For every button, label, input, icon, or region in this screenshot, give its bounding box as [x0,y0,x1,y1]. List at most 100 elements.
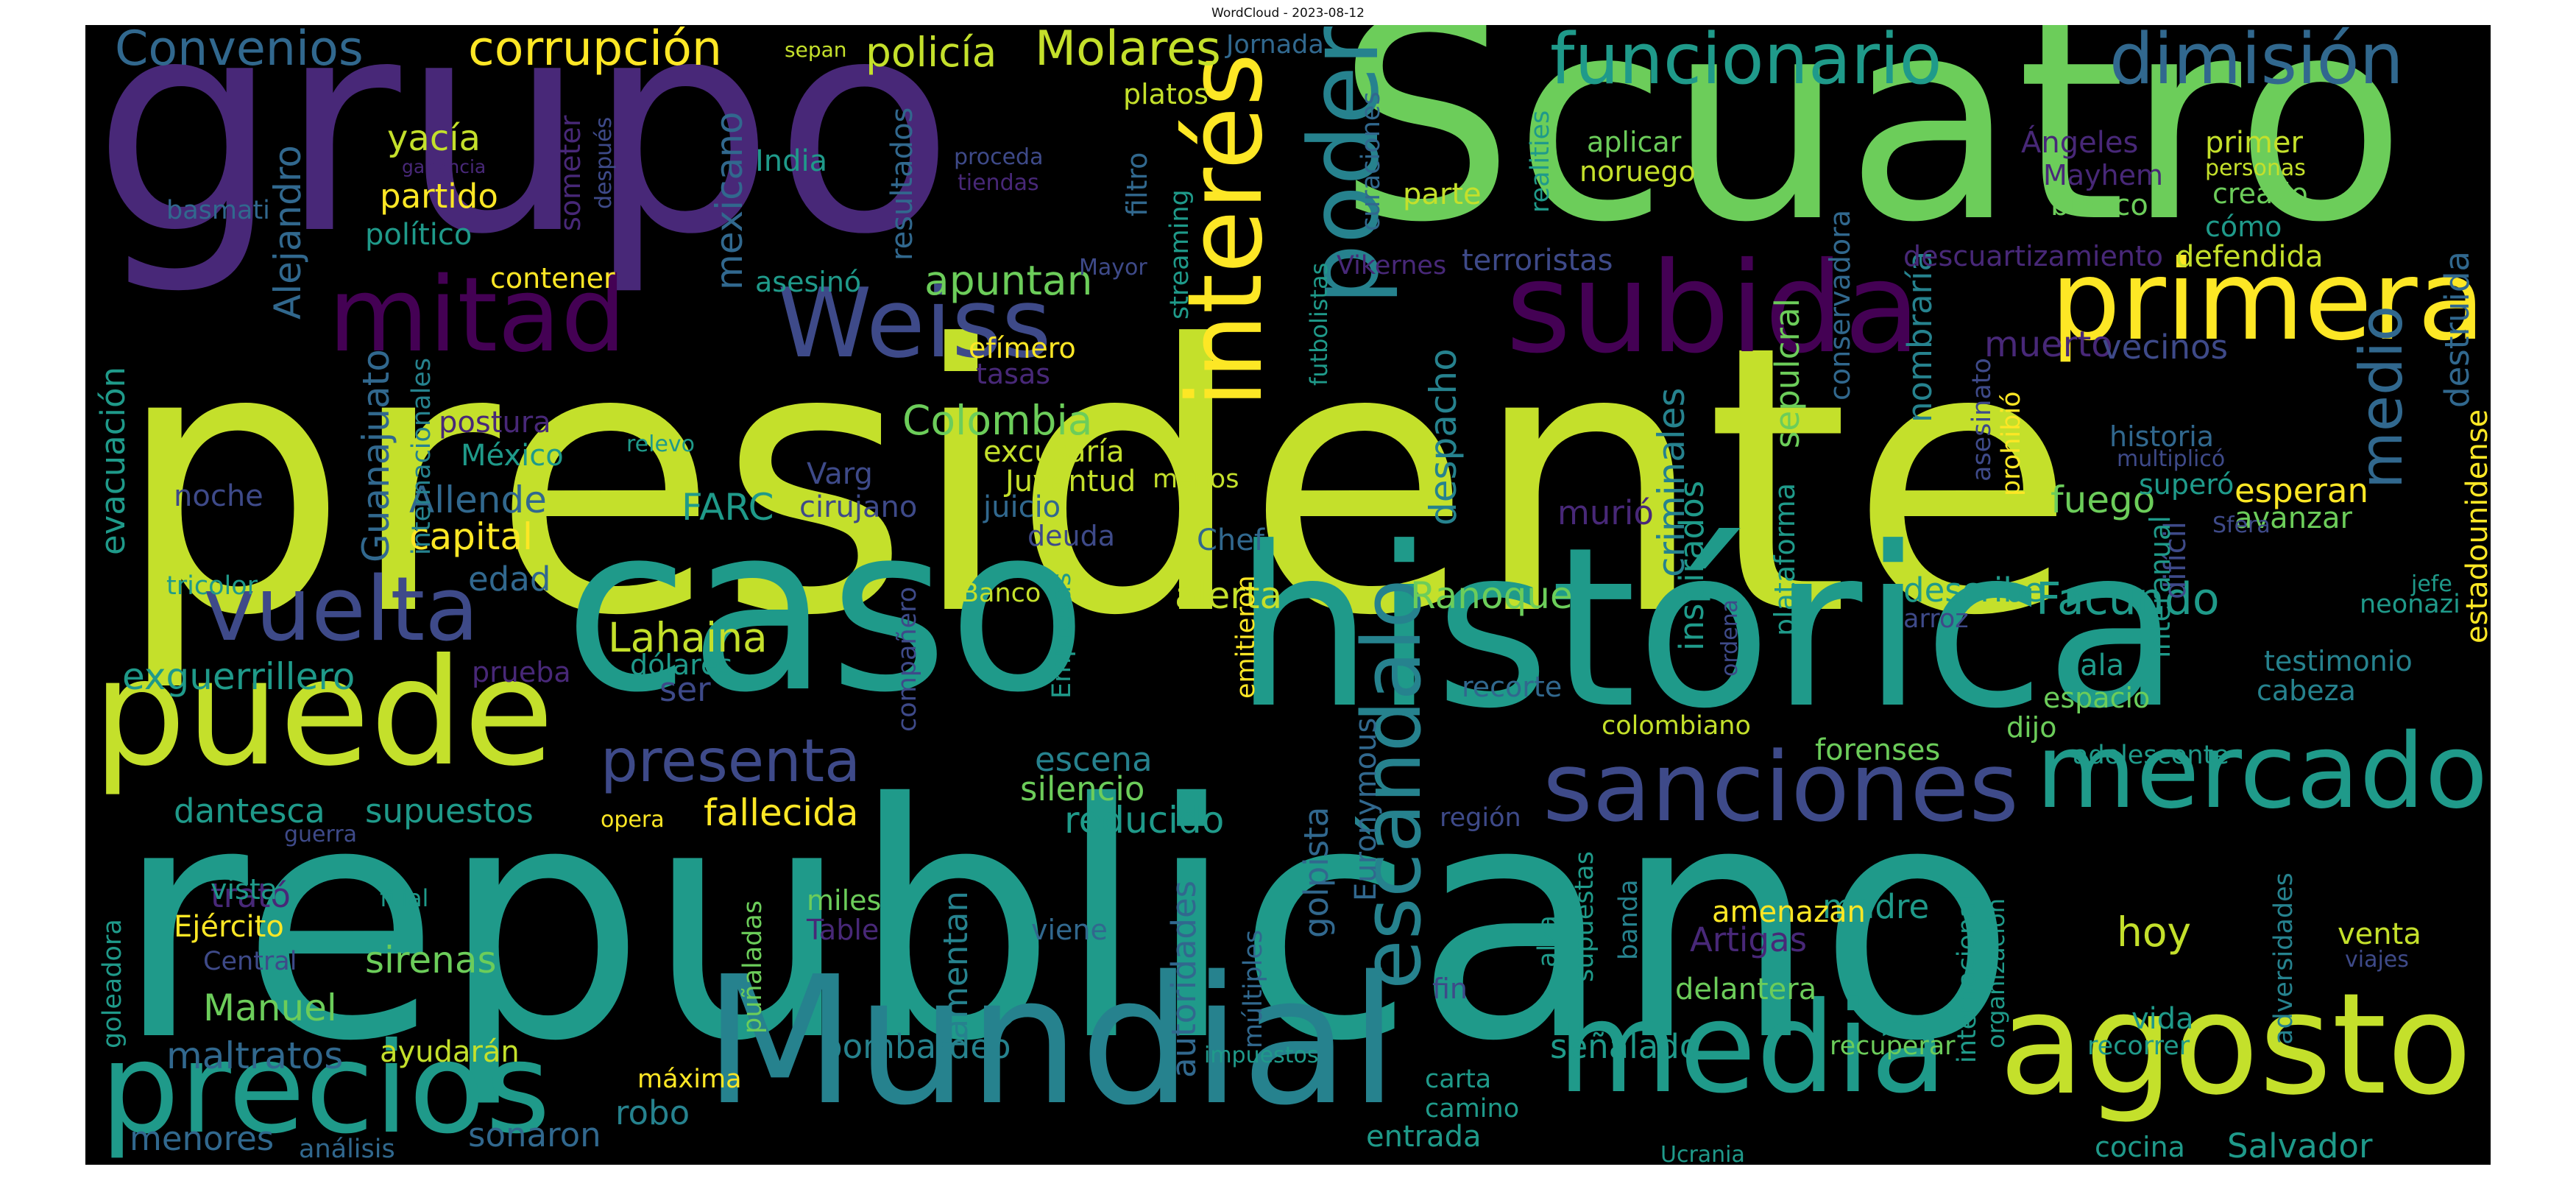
word-defendida: defendida [2176,240,2324,274]
word-esperan: esperan [2234,471,2368,510]
word-recorte: recorte [1462,671,1563,703]
word-varg: Varg [807,457,873,491]
word-table: Table [807,914,880,946]
word-banda: banda [1614,879,1643,960]
word-angeles: Ángeles [2021,126,2139,160]
word-euronymous: Euronymous [1349,717,1383,901]
word-ordena: ordena [1717,599,1743,677]
word-reducido: reducido [1064,799,1225,842]
word-facundo: Facundo [2036,574,2220,625]
word-basmati: basmati [166,196,270,225]
word-menores: menores [130,1119,275,1158]
word-muerto: muerto [1984,324,2113,365]
word-testimonio: testimonio [2264,645,2413,677]
word-fuego: fuego [2050,479,2156,521]
word-mundial: Mundial [704,938,1399,1144]
word-describe: describe [1903,571,2045,610]
word-vuelta: vuelta [203,559,479,661]
word-internacional: internacional [1953,895,1982,1063]
word-juicio: juicio [983,490,1061,524]
word-funcionario: funcionario [1550,25,1942,100]
word-maltratos: maltratos [166,1034,344,1077]
word-molares: Molares [1035,25,1221,77]
word-cocina: cocina [2095,1131,2185,1163]
word-noruego: noruego [1579,155,1696,188]
word-ala: ala [2080,649,2125,683]
word-mexicano: mexicano [708,111,751,290]
word-delantera: delantera [1675,973,1817,1006]
word-contener: contener [490,262,615,294]
word-subida: subida [1506,236,1921,381]
word-sepan: sepan [785,38,847,62]
chart-title: WordCloud - 2023-08-12 [1211,6,1365,21]
word-ayudaran: ayudarán [380,1035,520,1069]
word-analisis: análisis [299,1135,395,1164]
word-sirenas: sirenas [365,939,497,981]
word-manuel: Manuel [203,987,337,1029]
word-historia: historia [2109,420,2215,453]
word-futbolistas: futbolistas [1305,262,1333,386]
word-despues: después [591,116,617,209]
word-chef: Chef [1197,523,1264,557]
word-maxima: máxima [637,1065,742,1094]
word-silencio: silencio [1020,769,1145,808]
word-dimision: dimisión [2109,25,2404,100]
word-vikernes: Vikernes [1337,251,1447,281]
word-como: cómo [2205,211,2282,243]
word-weiss: Weiss [777,267,1052,379]
word-alerta: alerta [1175,574,1283,617]
word-farc: FARC [682,486,774,529]
word-venta: venta [2338,917,2421,951]
word-region: región [1440,803,1521,833]
word-prohibio: prohibió [1997,391,2026,496]
word-alza: alza [1533,915,1563,967]
word-historica: histórica [1234,500,2181,757]
word-recuperar: recuperar [1830,1031,1956,1061]
word-presenta: presenta [601,727,861,795]
word-trato: trató [210,876,291,915]
word-viene: viene [1031,914,1108,946]
word-personas: personas [2205,155,2306,181]
word-excusaria: excusaría [983,435,1125,469]
word-plataforma: plataforma [1769,482,1801,636]
word-impuestos: impuestos [1204,1043,1319,1068]
word-jefe: jefe [2411,571,2452,597]
word-mayor: Mayor [1079,255,1147,281]
word-sepulcral: sepulcral [1768,297,1807,448]
word-capital: capital [409,515,533,558]
word-conservadora: conservadora [1824,209,1856,401]
word-opera: opera [601,807,665,833]
word-dijo: dijo [2006,711,2057,744]
word-recorrer: recorrer [2087,1031,2190,1061]
word-fallecida: fallecida [704,791,859,834]
word-camino: camino [1425,1094,1520,1124]
word-amenazan: amenazan [1712,895,1866,929]
word-partido: partido [380,177,498,216]
word-presidente: presidente [115,267,2076,696]
word-internacionales: internacionales [407,357,436,555]
word-filtro: filtro [1121,152,1153,216]
word-bombardeo: bombardeo [821,1027,1011,1066]
word-destruida: destruida [2438,250,2477,408]
word-interanual: interanual [2144,515,2176,658]
word-grupo: grupo [93,25,955,299]
word-supuestas: supuestas [1570,851,1599,982]
word-ejercito: Ejército [174,910,284,944]
word-empresas: Empresas [1047,572,1077,699]
word-tasas: tasas [976,358,1051,390]
word-proceda: proceda [954,144,1044,170]
word-jornada: Jornada [1226,30,1324,60]
word-mexico: México [461,439,564,473]
word-ucrania: Ucrania [1660,1142,1745,1165]
word-adolescente: adolescente [2073,741,2229,770]
word-vida: vida [2131,1002,2194,1036]
word-precios: precios [100,1016,551,1162]
word-guerra: guerra [284,822,358,847]
word-cabeza: cabeza [2257,674,2356,707]
word-alejandro: Alejandro [266,145,309,320]
word-carta: carta [1425,1065,1492,1094]
word-multiples: múltiples [1239,929,1268,1048]
word-central: Central [203,947,297,976]
word-sonaron: sonaron [468,1115,601,1154]
word-politico: político [365,218,473,252]
